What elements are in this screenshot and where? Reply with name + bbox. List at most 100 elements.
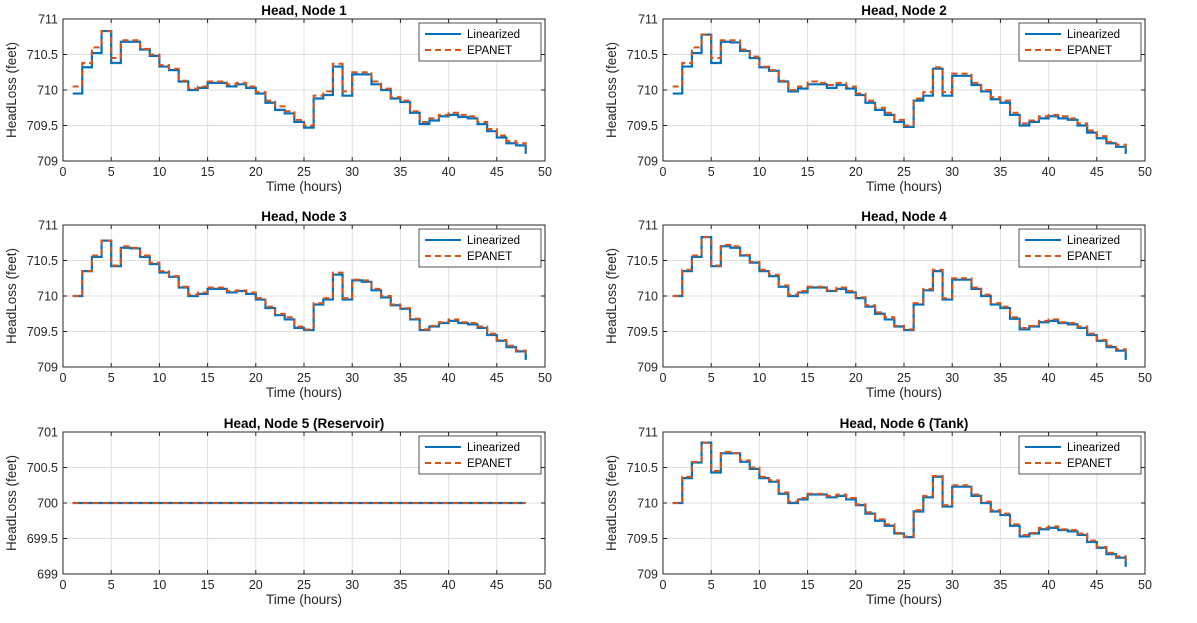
legend-label-epanet: EPANET xyxy=(467,45,512,57)
x-tick-label: 0 xyxy=(60,578,67,592)
x-tick-label: 40 xyxy=(1042,578,1056,592)
x-tick-label: 30 xyxy=(345,371,359,385)
series-line-epanet xyxy=(672,441,1127,564)
x-tick-label: 0 xyxy=(60,371,67,385)
y-tick-label: 710 xyxy=(37,84,58,98)
x-tick-label: 15 xyxy=(801,371,815,385)
x-tick-label: 30 xyxy=(945,165,959,179)
x-tick-label: 40 xyxy=(442,165,456,179)
x-axis-label: Time (hours) xyxy=(866,179,942,194)
x-tick-label: 0 xyxy=(660,165,667,179)
x-tick-label: 50 xyxy=(538,165,552,179)
x-tick-label: 40 xyxy=(1042,165,1056,179)
x-tick-label: 10 xyxy=(752,371,766,385)
x-tick-label: 0 xyxy=(660,578,667,592)
chart-title: Head, Node 5 (Reservoir) xyxy=(224,416,385,431)
y-tick-label: 711 xyxy=(638,13,658,27)
x-tick-label: 30 xyxy=(345,578,359,592)
y-tick-label: 711 xyxy=(638,219,658,233)
y-axis-label: HeadLoss (feet) xyxy=(4,42,19,138)
x-tick-label: 5 xyxy=(108,578,115,592)
series-line-epanet xyxy=(672,33,1127,151)
y-tick-label: 710.5 xyxy=(27,48,58,62)
legend: Linearized EPANET xyxy=(1018,228,1142,268)
legend-label-epanet: EPANET xyxy=(467,251,512,263)
x-tick-label: 15 xyxy=(201,371,215,385)
y-tick-label: 699.5 xyxy=(27,532,58,546)
x-tick-label: 10 xyxy=(152,578,166,592)
x-tick-label: 25 xyxy=(897,578,911,592)
x-tick-label: 20 xyxy=(249,371,263,385)
y-tick-label: 709 xyxy=(637,155,658,169)
x-tick-label: 50 xyxy=(1138,371,1152,385)
x-tick-label: 25 xyxy=(297,578,311,592)
chart-2: 0 5 10 15 20 25 30 35 40 45 50 709 709.5 710 710.5 711 H… xyxy=(604,3,1152,194)
x-axis-label: Time (hours) xyxy=(266,179,342,194)
chart-4: 0 5 10 15 20 25 30 35 40 45 50 709 709.5 710 710.5 711 H… xyxy=(604,209,1152,400)
x-tick-label: 30 xyxy=(945,371,959,385)
x-axis-label: Time (hours) xyxy=(266,592,342,607)
x-tick-label: 25 xyxy=(297,165,311,179)
y-axis-label: HeadLoss (feet) xyxy=(4,455,19,551)
x-tick-label: 5 xyxy=(108,371,115,385)
legend-label-linearized: Linearized xyxy=(467,235,520,247)
x-tick-label: 50 xyxy=(1138,578,1152,592)
x-tick-label: 5 xyxy=(708,165,715,179)
x-axis-label: Time (hours) xyxy=(866,592,942,607)
y-axis-label: HeadLoss (feet) xyxy=(604,248,619,344)
chart-title: Head, Node 2 xyxy=(861,3,947,18)
x-tick-label: 50 xyxy=(538,371,552,385)
legend: Linearized EPANET xyxy=(418,22,542,62)
y-tick-label: 710 xyxy=(637,290,658,304)
legend: Linearized EPANET xyxy=(1018,435,1142,475)
y-tick-label: 710.5 xyxy=(627,48,658,62)
x-tick-label: 0 xyxy=(660,371,667,385)
chart-title: Head, Node 3 xyxy=(261,209,347,224)
x-tick-label: 25 xyxy=(297,371,311,385)
x-tick-label: 0 xyxy=(60,165,67,179)
legend-label-epanet: EPANET xyxy=(467,458,512,470)
legend-label-linearized: Linearized xyxy=(1067,442,1120,454)
chart-title: Head, Node 1 xyxy=(261,3,347,18)
y-tick-label: 711 xyxy=(38,219,58,233)
x-tick-label: 15 xyxy=(801,165,815,179)
y-tick-label: 709.5 xyxy=(627,532,658,546)
legend-box xyxy=(418,22,542,62)
legend-box xyxy=(1018,22,1142,62)
x-tick-label: 50 xyxy=(538,578,552,592)
y-axis-label: HeadLoss (feet) xyxy=(4,248,19,344)
legend-label-epanet: EPANET xyxy=(1067,45,1112,57)
y-tick-label: 709 xyxy=(637,568,658,582)
chart-title: Head, Node 4 xyxy=(861,209,947,224)
legend-label-epanet: EPANET xyxy=(1067,251,1112,263)
x-tick-label: 40 xyxy=(442,578,456,592)
x-tick-label: 35 xyxy=(993,578,1007,592)
x-tick-label: 20 xyxy=(249,165,263,179)
x-tick-label: 45 xyxy=(490,371,504,385)
x-axis-label: Time (hours) xyxy=(866,385,942,400)
legend-box xyxy=(1018,228,1142,268)
x-tick-label: 20 xyxy=(849,371,863,385)
y-tick-label: 699 xyxy=(37,568,58,582)
y-tick-label: 709 xyxy=(37,361,58,375)
x-tick-label: 15 xyxy=(201,578,215,592)
x-tick-label: 35 xyxy=(393,371,407,385)
y-tick-label: 709.5 xyxy=(627,119,658,133)
x-tick-label: 20 xyxy=(849,578,863,592)
chart-1: 0 5 10 15 20 25 30 35 40 45 50 709 709.5 710 710.5 711 H… xyxy=(4,3,552,194)
series-line-epanet xyxy=(672,236,1127,357)
x-tick-label: 40 xyxy=(1042,371,1056,385)
legend-label-linearized: Linearized xyxy=(467,29,520,41)
x-tick-label: 50 xyxy=(1138,165,1152,179)
x-tick-label: 5 xyxy=(708,371,715,385)
y-tick-label: 709.5 xyxy=(627,325,658,339)
y-tick-label: 709 xyxy=(637,361,658,375)
x-tick-label: 5 xyxy=(108,165,115,179)
series-line-epanet xyxy=(72,30,527,151)
x-tick-label: 35 xyxy=(993,165,1007,179)
y-tick-label: 700 xyxy=(37,497,58,511)
legend: Linearized EPANET xyxy=(418,435,542,475)
legend-box xyxy=(1018,435,1142,475)
legend-label-epanet: EPANET xyxy=(1067,458,1112,470)
